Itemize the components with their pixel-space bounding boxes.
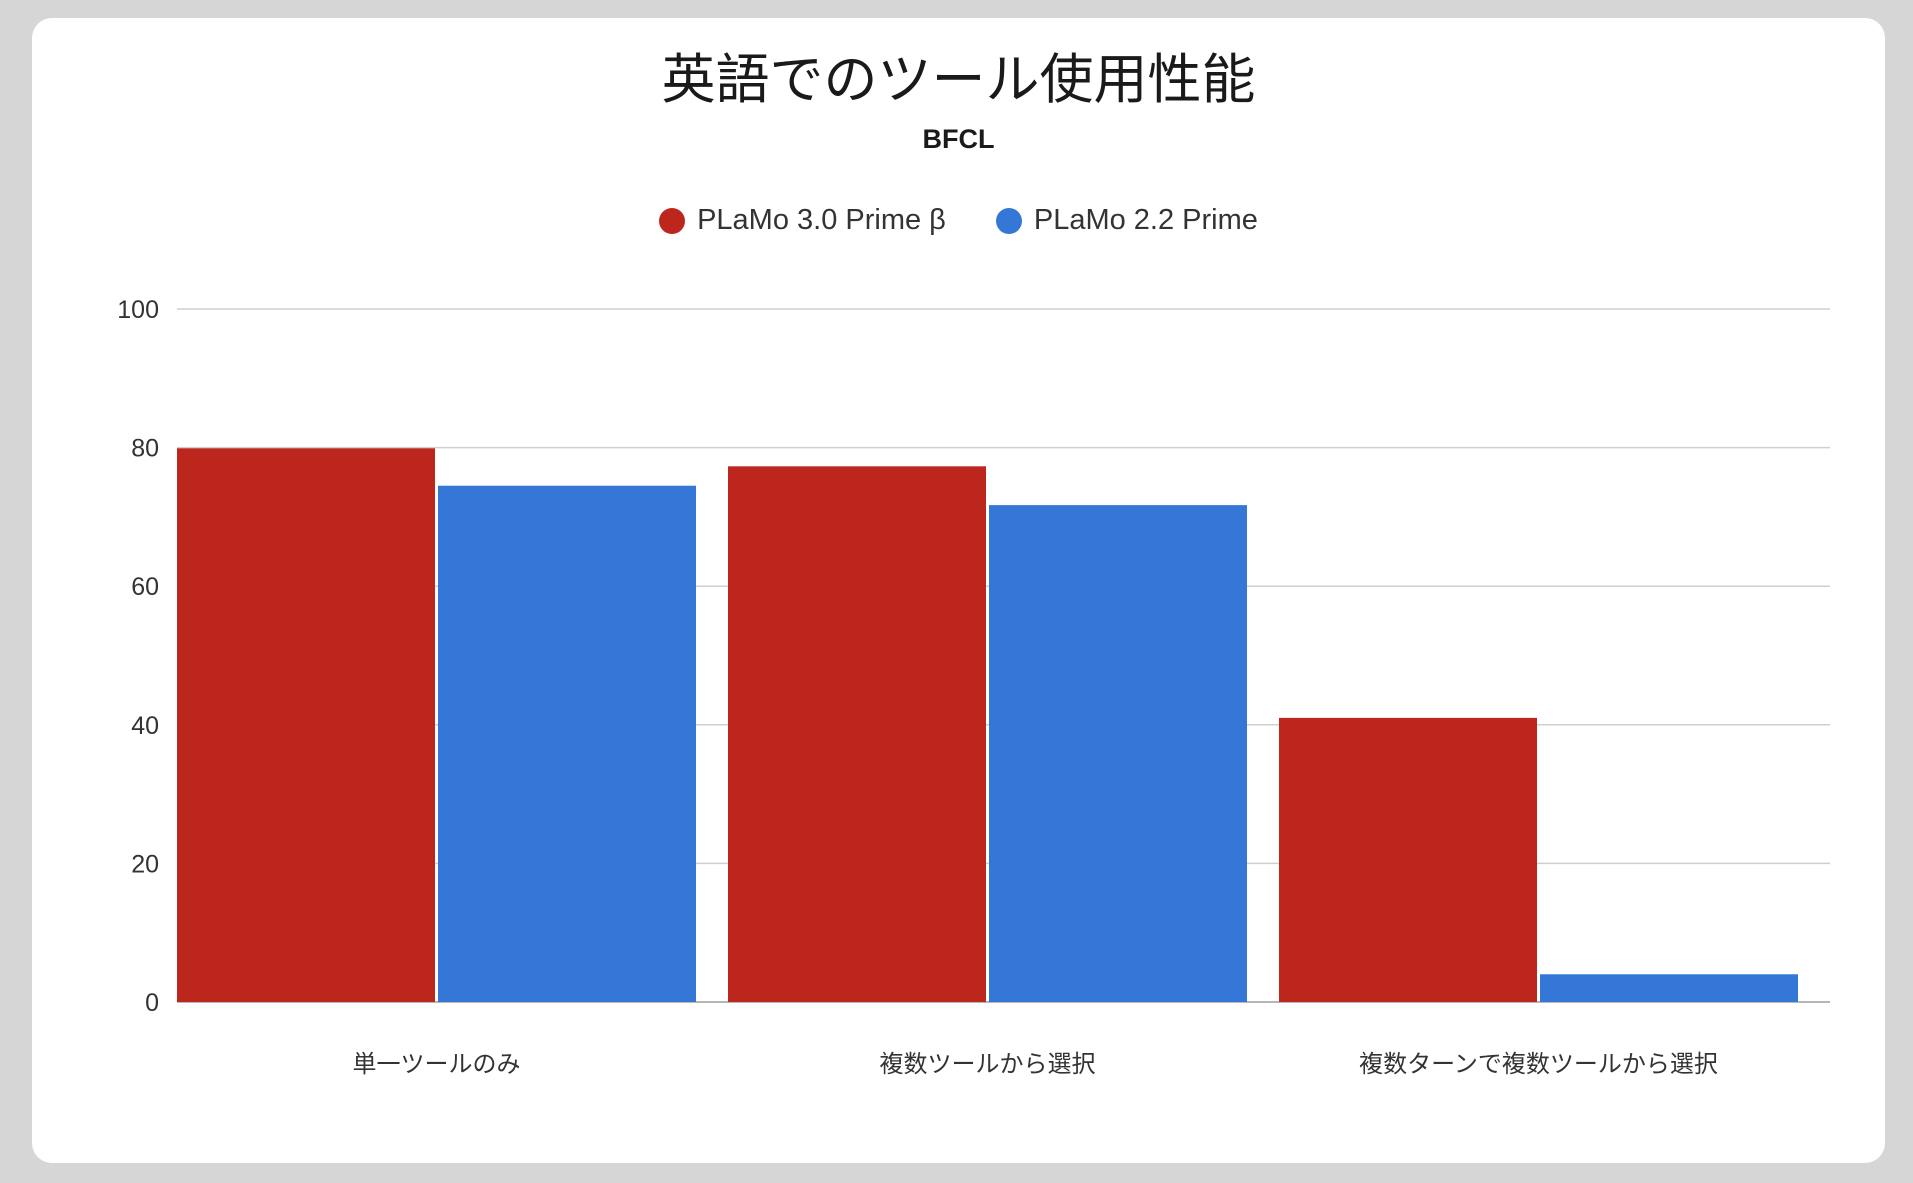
chart-title: 英語でのツール使用性能 [661,48,1256,111]
bar-chart-plot: 0 20 40 60 80 100 単一ツールのみ 複数ツールから選択 複数ターンで複数ツールか… [117,296,1830,1078]
y-tick-label-80: 80 [131,435,159,463]
bar-series-2-cat-2 [989,505,1247,1002]
x-category-label-2: 複数ツールから選択 [880,1050,1096,1078]
bar-series-1-cat-1 [177,448,435,1003]
x-category-label-3: 複数ターンで複数ツールから選択 [1359,1050,1718,1078]
y-tick-label-20: 20 [131,850,159,878]
x-category-label-1: 単一ツールのみ [353,1050,521,1078]
legend-label-series-2: PLaMo 2.2 Prime [1033,204,1258,236]
legend-item-series-2[interactable]: PLaMo 2.2 Prime [995,204,1258,237]
legend-swatch-series-1 [659,207,686,234]
bar-series-1-cat-2 [728,466,986,1002]
y-tick-label-60: 60 [131,573,159,601]
chart-card: 英語でのツール使用性能 BFCL PLaMo 3.0 Prime β PLaMo… [32,18,1885,1163]
y-tick-label-0: 0 [145,989,159,1017]
bar-series-2-cat-3 [1540,974,1798,1002]
legend-swatch-series-2 [995,207,1022,234]
chart-subtitle: BFCL [922,124,995,154]
legend-label-series-1: PLaMo 3.0 Prime β [697,204,946,236]
legend-item-series-1[interactable]: PLaMo 3.0 Prime β [659,204,946,237]
bar-series-1-cat-3 [1279,717,1537,1002]
y-tick-label-40: 40 [131,712,159,740]
bar-series-2-cat-1 [438,485,696,1003]
chart-legend: PLaMo 3.0 Prime β PLaMo 2.2 Prime [32,204,1885,237]
y-tick-label-100: 100 [117,296,159,324]
